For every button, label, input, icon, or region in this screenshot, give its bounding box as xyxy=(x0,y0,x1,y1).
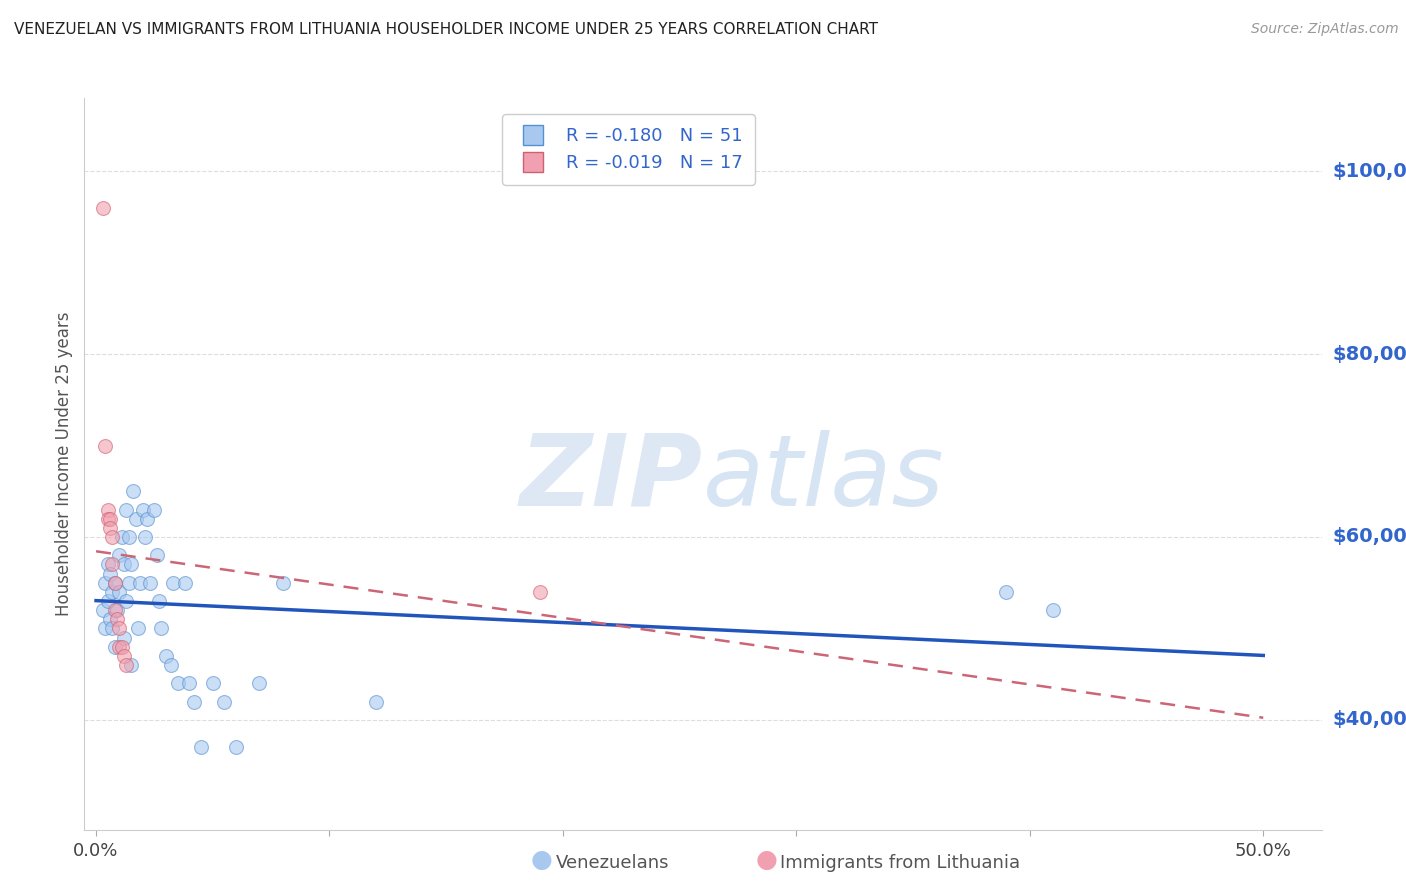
Point xyxy=(155,648,177,663)
Point xyxy=(145,548,167,563)
Text: ZIP: ZIP xyxy=(520,430,703,527)
Point xyxy=(101,558,124,572)
Point xyxy=(108,640,131,654)
Point xyxy=(104,575,127,590)
Point xyxy=(190,740,212,755)
Point xyxy=(132,502,155,516)
Point xyxy=(108,585,131,599)
Point xyxy=(108,548,131,563)
Point xyxy=(101,585,124,599)
Point xyxy=(112,558,135,572)
Point xyxy=(120,558,142,572)
Text: Venezuelans: Venezuelans xyxy=(555,855,669,872)
Point xyxy=(179,676,201,690)
Legend: R = -0.180   N = 51, R = -0.019   N = 17: R = -0.180 N = 51, R = -0.019 N = 17 xyxy=(502,114,755,185)
Point xyxy=(159,658,181,673)
Point xyxy=(98,566,121,581)
Text: ●: ● xyxy=(530,848,553,872)
Point xyxy=(118,530,141,544)
Point xyxy=(201,676,224,690)
Point xyxy=(118,575,141,590)
Point xyxy=(97,594,120,608)
Point xyxy=(166,676,188,690)
Point xyxy=(97,502,120,516)
Point xyxy=(183,695,205,709)
Point xyxy=(366,695,388,709)
Point xyxy=(129,575,152,590)
Y-axis label: Householder Income Under 25 years: Householder Income Under 25 years xyxy=(55,311,73,616)
Point xyxy=(91,201,114,215)
Point xyxy=(529,585,551,599)
Point xyxy=(98,512,121,526)
Point xyxy=(94,622,117,636)
Text: $40,000: $40,000 xyxy=(1333,710,1406,730)
Point xyxy=(104,575,127,590)
Point xyxy=(98,612,121,626)
Point xyxy=(98,521,121,535)
Text: Source: ZipAtlas.com: Source: ZipAtlas.com xyxy=(1251,22,1399,37)
Point xyxy=(115,502,138,516)
Text: $100,000: $100,000 xyxy=(1333,161,1406,181)
Point xyxy=(104,603,127,617)
Point xyxy=(105,612,128,626)
Point xyxy=(143,502,166,516)
Point xyxy=(162,575,184,590)
Text: VENEZUELAN VS IMMIGRANTS FROM LITHUANIA HOUSEHOLDER INCOME UNDER 25 YEARS CORREL: VENEZUELAN VS IMMIGRANTS FROM LITHUANIA … xyxy=(14,22,879,37)
Point xyxy=(115,594,138,608)
Point xyxy=(122,484,145,499)
Point xyxy=(104,640,127,654)
Point xyxy=(138,575,160,590)
Point xyxy=(94,439,117,453)
Point xyxy=(134,530,156,544)
Point xyxy=(173,575,195,590)
Point xyxy=(249,676,271,690)
Point xyxy=(995,585,1018,599)
Point xyxy=(91,603,114,617)
Point xyxy=(111,640,134,654)
Point xyxy=(108,622,131,636)
Point xyxy=(97,558,120,572)
Point xyxy=(225,740,247,755)
Point xyxy=(125,512,148,526)
Text: $60,000: $60,000 xyxy=(1333,527,1406,547)
Point xyxy=(101,622,124,636)
Point xyxy=(112,648,135,663)
Text: atlas: atlas xyxy=(703,430,945,527)
Point xyxy=(115,658,138,673)
Point xyxy=(111,530,134,544)
Text: Immigrants from Lithuania: Immigrants from Lithuania xyxy=(780,855,1021,872)
Point xyxy=(112,631,135,645)
Point xyxy=(271,575,294,590)
Point xyxy=(105,603,128,617)
Point xyxy=(120,658,142,673)
Point xyxy=(150,622,173,636)
Point xyxy=(1042,603,1064,617)
Text: $80,000: $80,000 xyxy=(1333,344,1406,364)
Point xyxy=(148,594,170,608)
Text: ●: ● xyxy=(755,848,778,872)
Point xyxy=(97,512,120,526)
Point xyxy=(94,575,117,590)
Point xyxy=(136,512,159,526)
Point xyxy=(214,695,236,709)
Point xyxy=(127,622,149,636)
Point xyxy=(101,530,124,544)
